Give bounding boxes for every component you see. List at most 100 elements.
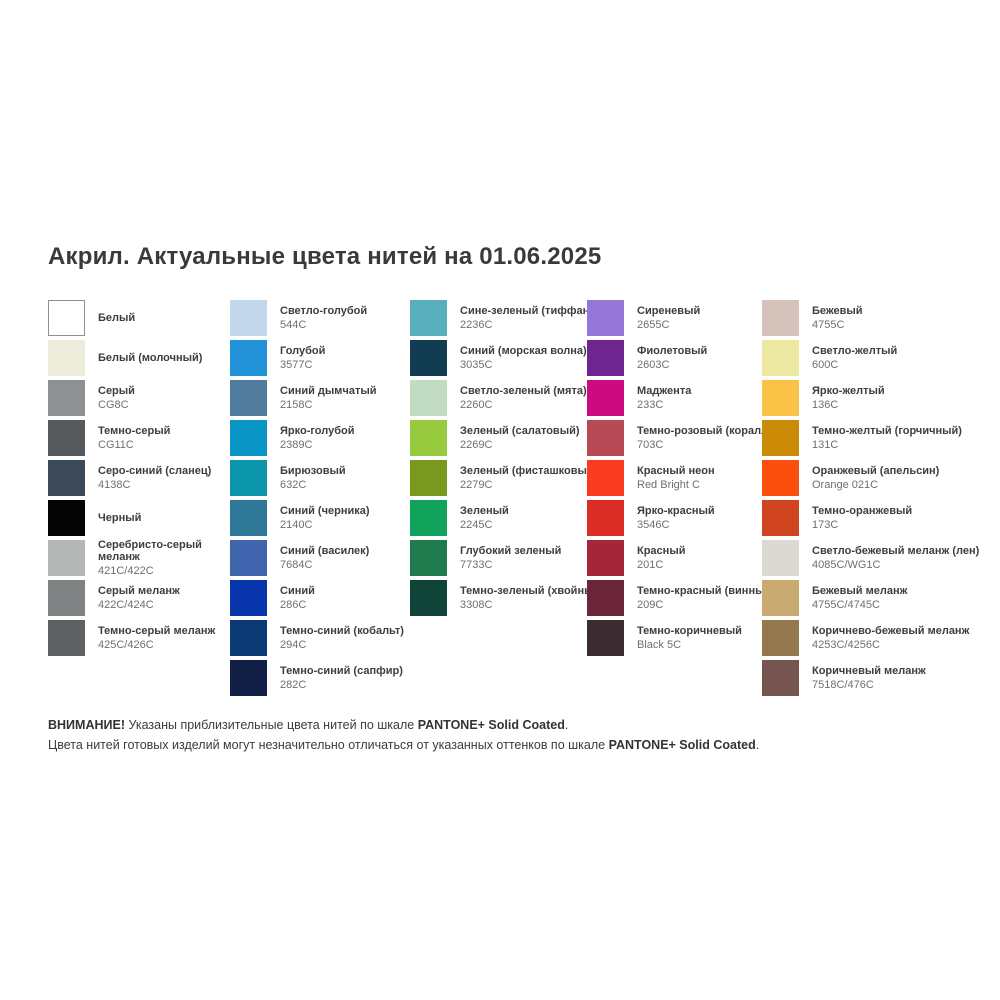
color-swatch <box>587 340 624 376</box>
color-name: Бежевый <box>812 305 863 317</box>
color-labels: Синий (василек) 7684C <box>280 540 369 576</box>
color-name: Синий (василек) <box>280 545 370 557</box>
color-code: Red Bright C <box>637 479 700 491</box>
page-title: Акрил. Актуальные цвета нитей на 01.06.2… <box>48 243 602 270</box>
color-row: Зеленый 2245C <box>410 500 610 536</box>
color-row: Ярко-красный 3546C <box>587 500 787 536</box>
color-row: Сине-зеленый (тиффани) 2236C <box>410 300 610 336</box>
color-row: Глубокий зеленый 7733C <box>410 540 610 576</box>
color-code: 131C <box>812 439 839 451</box>
color-name: Белый (молочный) <box>98 352 203 364</box>
color-row: Светло-желтый 600C <box>762 340 962 376</box>
color-labels: Синий 286C <box>280 580 315 616</box>
color-labels: Зеленый 2245C <box>460 500 509 536</box>
footer-note-line2: Цвета нитей готовых изделий могут незнач… <box>48 737 760 752</box>
color-labels: Бирюзовый 632C <box>280 460 346 496</box>
color-row: Темно-оранжевый 173C <box>762 500 962 536</box>
footer-note: ВНИМАНИЕ! Указаны приблизительные цвета … <box>48 716 759 755</box>
color-labels: Зеленый (фисташковый) 2279C <box>460 460 597 496</box>
color-swatch <box>48 500 85 536</box>
color-code: CG11C <box>98 439 134 451</box>
color-code: 4138C <box>98 479 131 491</box>
color-name: Зеленый <box>460 505 509 517</box>
color-row: Темно-серый меланж 425C/426C <box>48 620 248 656</box>
color-labels: Бежевый 4755C <box>812 300 863 336</box>
color-row: Светло-бежевый меланж (лен) 4085C/WG1C <box>762 540 979 576</box>
color-swatch <box>230 580 267 616</box>
color-row: Темно-розовый (коралл) 703C <box>587 420 787 456</box>
color-name: Ярко-желтый <box>812 385 885 397</box>
color-labels: Сиреневый 2655C <box>637 300 700 336</box>
pantone-scale-label: PANTONE+ Solid Coated <box>608 737 756 752</box>
color-swatch <box>587 460 624 496</box>
color-swatch <box>48 540 85 576</box>
color-code: CG8C <box>98 399 129 411</box>
color-row: Темно-зеленый (хвойный) 3308C <box>410 580 610 616</box>
color-swatch <box>762 420 799 456</box>
color-row: Зеленый (салатовый) 2269C <box>410 420 610 456</box>
color-code: 233C <box>637 399 664 411</box>
color-name: Оранжевый (апельсин) <box>812 465 940 477</box>
color-code: 2279C <box>460 479 493 491</box>
color-name: Ярко-красный <box>637 505 715 517</box>
color-labels: Глубокий зеленый 7733C <box>460 540 561 576</box>
color-swatch <box>410 420 447 456</box>
color-row: Темно-красный (винный) 209C <box>587 580 787 616</box>
color-code: 544C <box>280 319 307 331</box>
color-code: 425C/426C <box>98 639 154 651</box>
attention-label: ВНИМАНИЕ! <box>48 718 125 732</box>
footer-note-line1: ВНИМАНИЕ! Указаны приблизительные цвета … <box>48 718 569 732</box>
color-code: 632C <box>280 479 307 491</box>
color-swatch <box>410 300 447 336</box>
color-labels: Синий дымчатый 2158C <box>280 380 377 416</box>
color-name: Сине-зеленый (тиффани) <box>460 305 600 317</box>
color-row: Красный 201C <box>587 540 787 576</box>
color-swatch <box>48 460 85 496</box>
color-row: Белый (молочный) <box>48 340 248 376</box>
color-swatch <box>587 380 624 416</box>
color-row: Синий 286C <box>230 580 430 616</box>
color-code: 4755C <box>812 319 845 331</box>
color-labels: Белый <box>98 300 135 336</box>
color-labels: Темно-красный (винный) 209C <box>637 580 775 616</box>
color-name: Светло-зеленый (мята) <box>460 385 587 397</box>
color-labels: Темно-розовый (коралл) 703C <box>637 420 772 456</box>
color-labels: Светло-зеленый (мята) 2260C <box>460 380 587 416</box>
color-name: Светло-голубой <box>280 305 368 317</box>
color-name: Темно-серый <box>98 425 171 437</box>
color-code: 7733C <box>460 559 493 571</box>
color-code: 136C <box>812 399 839 411</box>
color-grid: Белый Белый (молочный) Серый CG8C Темно-серы… <box>0 300 1000 700</box>
color-name: Фиолетовый <box>637 345 708 357</box>
color-labels: Светло-бежевый меланж (лен) 4085C/WG1C <box>812 540 979 576</box>
color-swatch <box>230 460 267 496</box>
color-code: 2603C <box>637 359 670 371</box>
color-labels: Фиолетовый 2603C <box>637 340 707 376</box>
color-row: Серебристо-серый меланж 421C/422C <box>48 539 248 577</box>
color-swatch <box>48 620 85 656</box>
color-code: 3035C <box>460 359 493 371</box>
color-row: Темно-желтый (горчичный) 131C <box>762 420 962 456</box>
color-labels: Темно-серый меланж 425C/426C <box>98 620 215 656</box>
color-name: Серо-синий (сланец) <box>98 465 212 477</box>
color-row: Серый CG8C <box>48 380 248 416</box>
color-name: Серебристо-серый <box>98 539 202 551</box>
color-name: меланж <box>98 551 140 563</box>
color-name: Серый <box>98 385 135 397</box>
color-labels: Серый меланж 422C/424C <box>98 580 180 616</box>
color-name: Коричнево-бежевый меланж <box>812 625 970 637</box>
color-swatch <box>762 660 799 696</box>
color-name: Синий дымчатый <box>280 385 377 397</box>
color-row: Голубой 3577C <box>230 340 430 376</box>
color-swatch <box>762 580 799 616</box>
color-swatch <box>410 460 447 496</box>
color-swatch <box>48 580 85 616</box>
color-code: 7518C/476C <box>812 679 874 691</box>
color-labels: Оранжевый (апельсин) Orange 021C <box>812 460 939 496</box>
color-row: Серо-синий (сланец) 4138C <box>48 460 248 496</box>
color-swatch <box>762 340 799 376</box>
color-code: 3546C <box>637 519 670 531</box>
color-name: Красный неон <box>637 465 715 477</box>
color-name: Глубокий зеленый <box>460 545 562 557</box>
color-row: Светло-зеленый (мята) 2260C <box>410 380 610 416</box>
